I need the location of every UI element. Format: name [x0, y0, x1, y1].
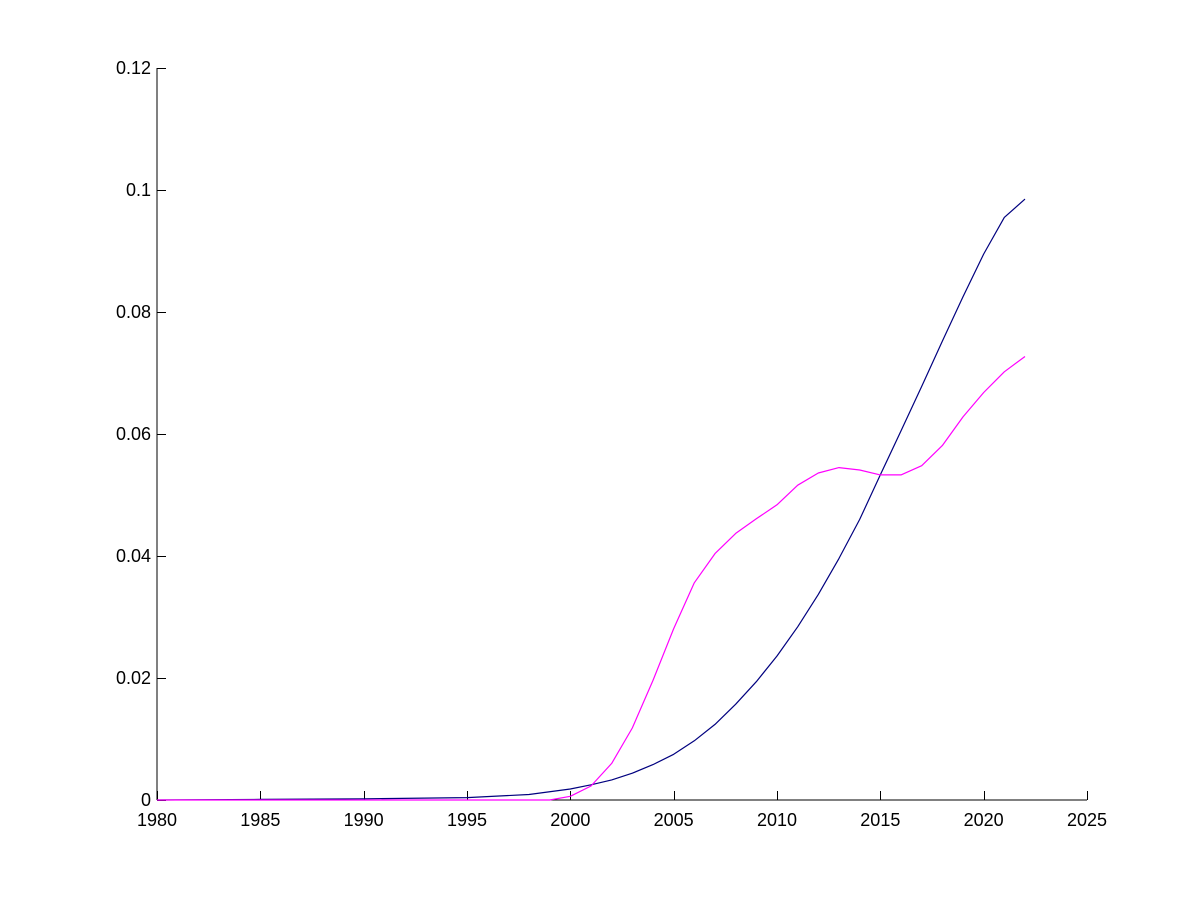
y-tick-label: 0.04	[116, 546, 151, 566]
x-tick-label: 1980	[137, 810, 177, 830]
y-tick-label: 0	[141, 790, 151, 810]
x-tick-label: 1985	[240, 810, 280, 830]
y-tick-label: 0.1	[126, 180, 151, 200]
y-tick-label: 0.08	[116, 302, 151, 322]
x-tick-label: 2015	[860, 810, 900, 830]
x-tick-label: 2000	[550, 810, 590, 830]
series-line-2	[157, 356, 1026, 801]
y-tick-label: 0.12	[116, 58, 151, 78]
axes: 1980 1985 1990 1995 2000 2005 2010 2015 2020 2025…	[116, 58, 1107, 830]
y-tick-label: 0.06	[116, 424, 151, 444]
plot-lines	[156, 198, 1026, 801]
y-tick-label: 0.02	[116, 668, 151, 688]
x-tick-label: 2020	[964, 810, 1004, 830]
x-tick-label: 2005	[654, 810, 694, 830]
series-line-1	[156, 198, 1026, 801]
x-tick-label: 2010	[757, 810, 797, 830]
x-tick-label: 2025	[1067, 810, 1107, 830]
x-tick-label: 1990	[344, 810, 384, 830]
x-tick-label: 1995	[447, 810, 487, 830]
